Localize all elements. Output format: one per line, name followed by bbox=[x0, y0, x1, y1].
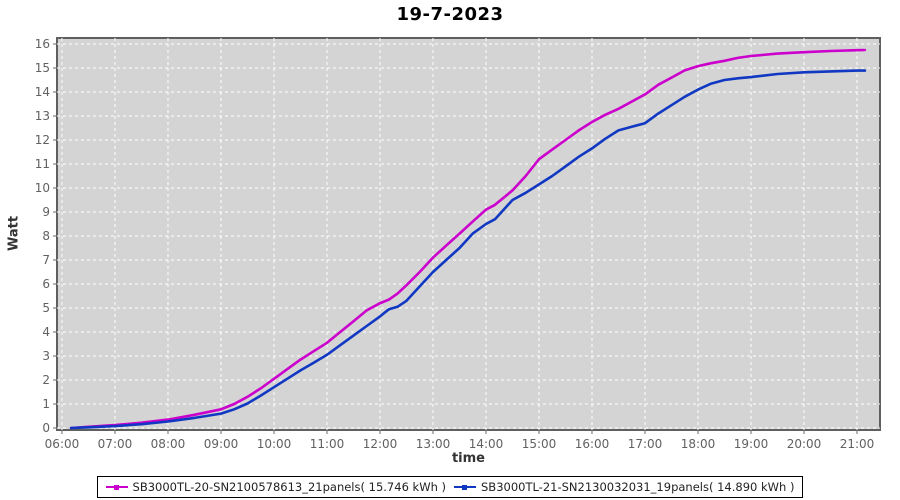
y-tick-label: 14 bbox=[35, 85, 50, 99]
x-tick-label: 06:00 bbox=[45, 437, 80, 451]
x-tick-label: 20:00 bbox=[787, 437, 822, 451]
x-tick-label: 12:00 bbox=[363, 437, 398, 451]
x-tick-label: 17:00 bbox=[628, 437, 663, 451]
x-tick-label: 07:00 bbox=[98, 437, 133, 451]
y-tick-label: 2 bbox=[42, 373, 50, 387]
y-axis-label: Watt bbox=[6, 215, 22, 252]
y-tick-label: 13 bbox=[35, 109, 50, 123]
y-tick-label: 1 bbox=[42, 397, 50, 411]
y-tick-label: 11 bbox=[35, 157, 50, 171]
legend-label: SB3000TL-20-SN2100578613_21panels( 15.74… bbox=[132, 480, 446, 494]
x-tick-label: 21:00 bbox=[840, 437, 875, 451]
y-tick-label: 6 bbox=[42, 277, 50, 291]
y-tick-label: 4 bbox=[42, 325, 50, 339]
series-line-0 bbox=[69, 48, 867, 430]
y-tick-label: 15 bbox=[35, 61, 50, 75]
legend-item-0: SB3000TL-20-SN2100578613_21panels( 15.74… bbox=[105, 480, 446, 494]
x-tick-label: 14:00 bbox=[469, 437, 504, 451]
x-tick-label: 08:00 bbox=[151, 437, 186, 451]
legend-marker-icon bbox=[113, 484, 119, 490]
y-tick-label: 10 bbox=[35, 181, 50, 195]
y-tick-label: 0 bbox=[42, 421, 50, 435]
y-tick-label: 12 bbox=[35, 133, 50, 147]
legend-marker-icon bbox=[462, 484, 467, 490]
x-tick-label: 09:00 bbox=[204, 437, 239, 451]
x-tick-label: 15:00 bbox=[522, 437, 557, 451]
y-tick-label: 5 bbox=[42, 301, 50, 315]
legend: SB3000TL-20-SN2100578613_21panels( 15.74… bbox=[0, 476, 900, 498]
legend-box: SB3000TL-20-SN2100578613_21panels( 15.74… bbox=[96, 476, 804, 498]
y-tick-label: 16 bbox=[35, 37, 50, 51]
x-axis-label: time bbox=[451, 451, 486, 466]
legend-line-icon bbox=[105, 484, 128, 490]
x-tick-label: 10:00 bbox=[257, 437, 292, 451]
legend-item-1: SB3000TL-21-SN2130032031_19panels( 14.89… bbox=[454, 480, 794, 494]
x-tick-label: 18:00 bbox=[681, 437, 716, 451]
chart-title: 19-7-2023 bbox=[396, 4, 504, 25]
legend-label: SB3000TL-21-SN2130032031_19panels( 14.89… bbox=[481, 480, 795, 494]
y-tick-label: 8 bbox=[42, 229, 50, 243]
y-tick-label: 7 bbox=[42, 253, 50, 267]
legend-line-icon bbox=[454, 484, 476, 490]
x-tick-label: 11:00 bbox=[310, 437, 345, 451]
y-tick-label: 9 bbox=[42, 205, 50, 219]
x-tick-label: 19:00 bbox=[734, 437, 769, 451]
y-tick-label: 3 bbox=[42, 349, 50, 363]
plot-background bbox=[56, 37, 881, 431]
series-line-1 bbox=[69, 69, 867, 430]
x-tick-label: 13:00 bbox=[416, 437, 451, 451]
x-tick-label: 16:00 bbox=[575, 437, 610, 451]
